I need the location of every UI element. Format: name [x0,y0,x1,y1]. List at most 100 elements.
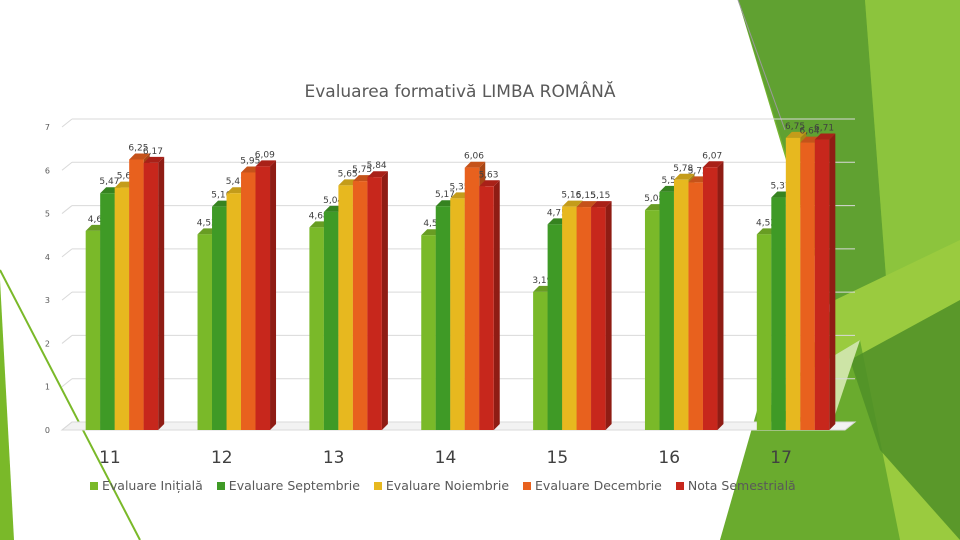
bar [464,167,480,430]
y-tick-label: 4 [45,253,50,262]
data-label: 5,5 [662,176,676,186]
x-category-label: 12 [211,448,233,468]
legend-swatch [675,481,684,490]
bar-side [381,171,388,430]
data-label: 5,6 [117,172,132,182]
bar [114,187,130,430]
bar-top [129,153,150,160]
bar-side [605,201,612,430]
data-label: 5,72 [688,166,708,176]
legend-item: Evaluare Septembrie [216,478,360,493]
bar-top [367,171,388,178]
data-label: 4,52 [197,218,217,228]
bar-top [673,173,695,180]
bar [309,227,324,430]
data-label: 5,16 [561,191,581,201]
bar [241,172,256,430]
bar [591,207,606,430]
bar [367,177,382,430]
bar [576,207,592,430]
bar [255,166,271,430]
gridline-perspective [61,421,73,431]
bar [421,235,436,430]
data-label: 4,52 [756,218,776,228]
x-category-label: 17 [770,448,792,468]
bar-side [493,180,500,430]
bar-side [829,133,836,430]
decor-line-2 [0,269,141,540]
bar-top [143,156,165,163]
decor-line-1 [737,0,786,131]
legend-label: Evaluare Inițială [102,478,203,493]
gridline-perspective [61,161,73,171]
legend-item: Evaluare Inițială [90,478,203,493]
decor-left-sliver [0,280,14,540]
y-tick-label: 5 [45,210,50,219]
data-label: 5,75 [352,165,372,175]
data-label: 5,37 [771,182,791,192]
bar-side [270,160,277,430]
bar [100,193,115,430]
y-tick-label: 3 [45,296,50,305]
bar-top [591,201,612,208]
bar-top [814,133,836,140]
data-label: 6,75 [785,122,805,132]
legend-swatch [523,481,532,490]
bar [547,224,563,430]
bar [562,206,577,430]
bar [785,137,801,431]
bar [197,234,213,430]
legend-label: Evaluare Noiembrie [385,478,510,493]
bar [323,211,339,430]
bar-top [255,160,277,167]
data-label: 5,47 [226,177,246,187]
x-category-label: 11 [99,448,121,468]
bar [479,186,494,430]
y-tick-label: 2 [45,339,50,348]
data-label: 6,09 [255,150,275,160]
bar [352,181,368,430]
y-tick-label: 7 [45,123,50,132]
x-category-label: 16 [658,448,680,468]
bar [450,198,465,430]
bar [702,167,718,430]
legend-item: Nota Semestrială [675,478,796,493]
bar-top [464,161,486,168]
x-category-label: 14 [435,448,457,468]
bar-top [702,161,724,168]
bar [143,162,159,431]
data-label: 5,15 [590,191,610,201]
bar [212,206,227,430]
bar-top [576,201,598,208]
bar-top [479,180,500,187]
decor-facet-3 [865,0,960,330]
bar [771,197,786,430]
chart-title: Evaluarea formativă LIMBA ROMÂNĂ [304,82,616,102]
y-tick-label: 1 [45,383,50,392]
chart-legend: Evaluare Inițială Evaluare Septembrie Eval… [90,478,850,493]
bar [644,210,660,430]
data-label: 6,64 [800,127,820,137]
legend-label: Nota Semestrială [687,478,796,493]
bar [659,191,674,430]
data-label: 5,08 [644,194,664,204]
x-category-label: 15 [547,448,569,468]
data-label: 5,35 [449,182,469,192]
data-label: 6,17 [143,147,163,157]
data-label: 5,84 [367,161,387,171]
data-label: 6,07 [702,151,722,161]
bar [226,193,242,430]
gridline-perspective [61,248,73,258]
data-label: 5,65 [338,169,358,179]
data-label: 4,5 [423,219,437,229]
data-label: 5,78 [673,164,693,174]
data-label: 5,95 [240,156,260,166]
gridline-perspective [61,335,73,344]
bar [756,234,772,430]
data-label: 5,17 [435,190,455,200]
decor-facet-5 [720,340,900,540]
data-label: 4,75 [547,208,567,218]
bar-side [158,156,165,431]
data-label: 5,15 [576,191,596,201]
